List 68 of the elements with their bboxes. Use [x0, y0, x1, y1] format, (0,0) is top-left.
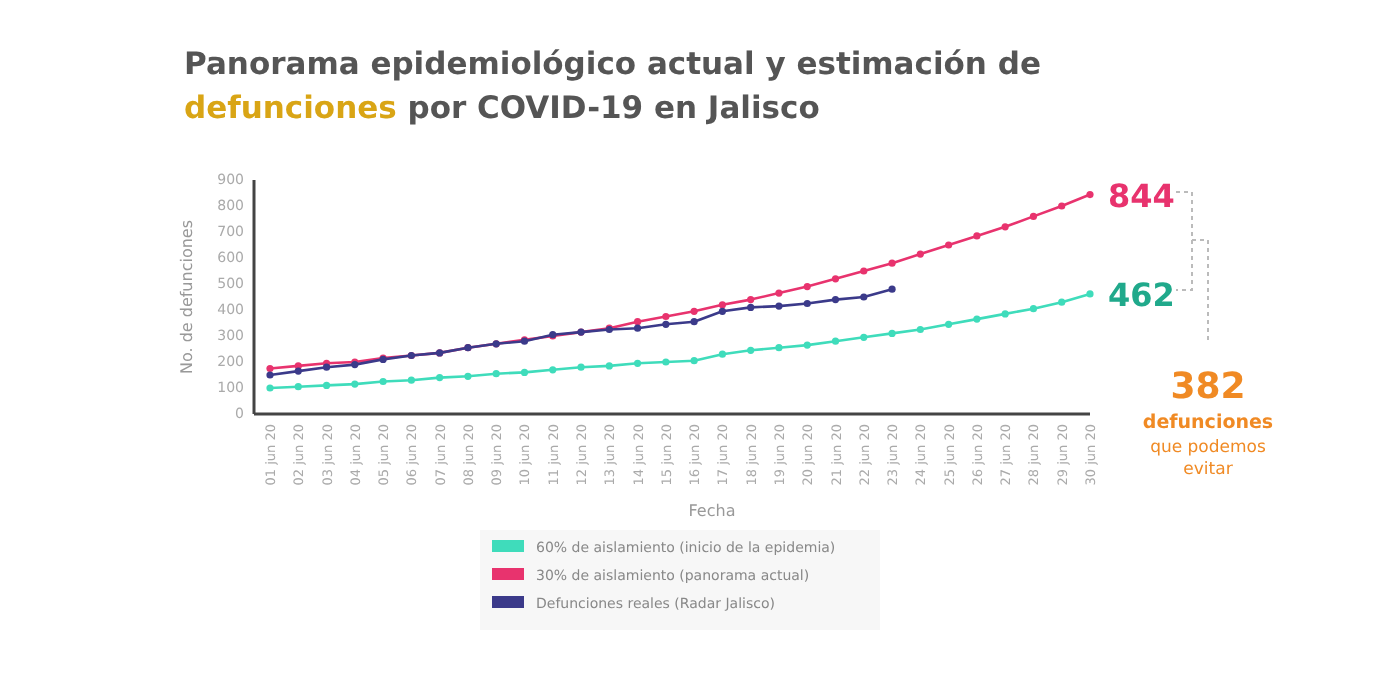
point	[690, 318, 698, 326]
point	[888, 285, 896, 293]
point	[549, 366, 557, 374]
point	[860, 293, 868, 301]
point	[747, 296, 755, 304]
point	[322, 381, 331, 389]
point	[831, 296, 840, 304]
point	[945, 320, 953, 328]
point	[916, 250, 924, 258]
point	[718, 301, 727, 309]
annotation: 844	[1108, 176, 1175, 215]
x-axis-title: Fecha	[688, 502, 736, 520]
point	[888, 259, 896, 267]
point	[520, 368, 529, 376]
point	[407, 376, 415, 384]
point	[831, 275, 840, 283]
point	[662, 358, 670, 366]
point	[860, 267, 868, 275]
point	[492, 370, 500, 378]
point	[803, 299, 811, 308]
text: que podemos evitar	[1150, 438, 1267, 480]
point	[831, 337, 840, 345]
point	[662, 312, 670, 321]
point	[1058, 202, 1066, 210]
point	[747, 346, 755, 354]
point	[577, 363, 585, 371]
point	[718, 350, 727, 358]
point	[1058, 298, 1066, 306]
point	[633, 324, 642, 332]
point	[351, 380, 359, 388]
point	[379, 377, 387, 386]
point	[294, 383, 302, 391]
point	[1086, 190, 1094, 199]
point	[662, 320, 670, 328]
point	[973, 232, 981, 240]
point	[1001, 223, 1009, 231]
point	[1029, 212, 1038, 220]
annotation: 462	[1108, 275, 1175, 314]
point	[747, 303, 755, 311]
point	[775, 289, 783, 297]
point	[266, 384, 274, 392]
point	[1086, 290, 1094, 298]
point	[605, 362, 613, 370]
point	[633, 359, 642, 367]
point	[690, 307, 698, 315]
point	[266, 371, 274, 379]
point	[266, 364, 274, 373]
point	[973, 315, 981, 323]
text: 382	[1170, 366, 1246, 408]
point	[888, 329, 896, 337]
point	[718, 307, 727, 315]
point	[945, 241, 953, 249]
point	[1029, 305, 1038, 313]
point	[633, 318, 642, 326]
point	[775, 302, 783, 310]
y-axis-title: No. de defunciones	[178, 220, 196, 374]
point	[690, 357, 698, 365]
point	[294, 367, 302, 375]
point	[916, 325, 924, 334]
point	[860, 333, 868, 341]
point	[436, 374, 444, 382]
point	[803, 341, 811, 349]
point	[775, 344, 783, 352]
point	[1001, 310, 1009, 318]
point	[803, 283, 811, 291]
chart-title: Panorama epidemiológico actual y estimación de defunciones por COVID-19 en Jalisco	[184, 46, 1041, 126]
text: defunciones	[1142, 412, 1274, 434]
point	[464, 372, 472, 380]
